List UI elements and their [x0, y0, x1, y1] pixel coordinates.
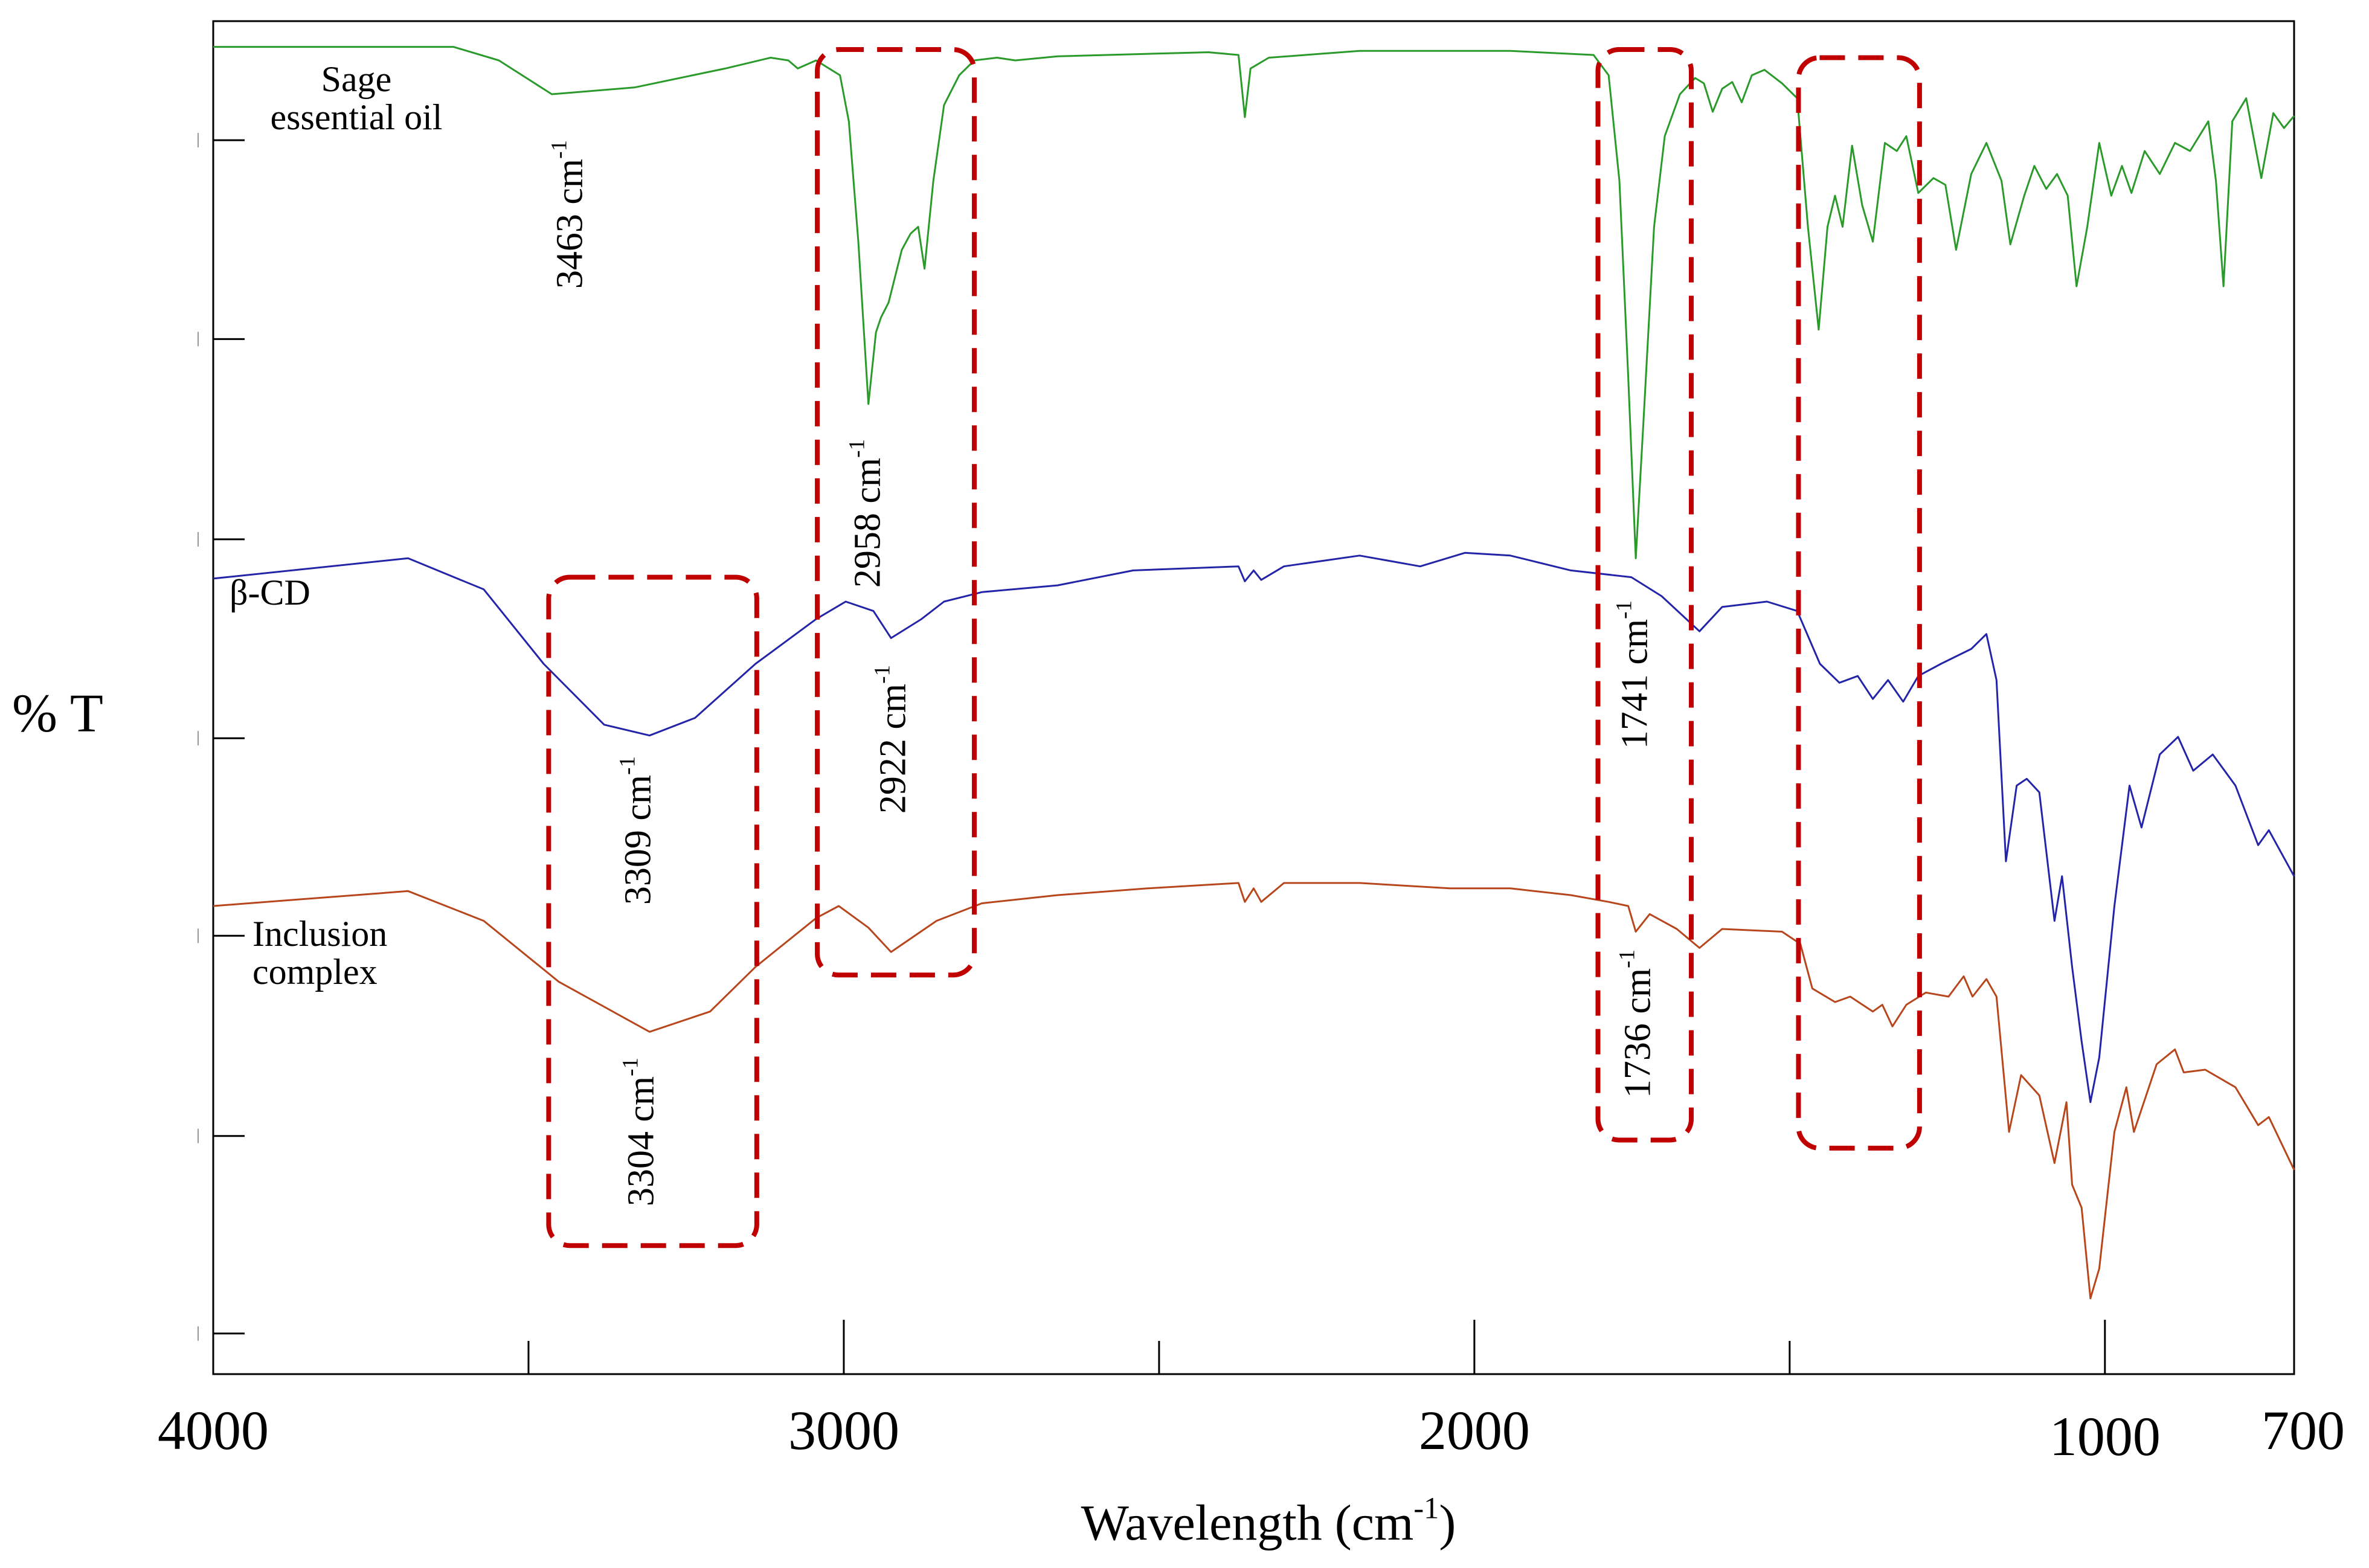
- peak-annotation-sup: -1: [615, 756, 640, 775]
- series-line-beta-cd: [213, 551, 2295, 1104]
- series-label-line: Inclusion: [252, 914, 388, 954]
- series-line-sage-essential-oil: [213, 46, 2295, 559]
- peak-annotation-text: 3463 cm: [549, 159, 591, 289]
- peak-annotation-text: 2958 cm: [847, 458, 889, 588]
- peak-annotation-text: 3309 cm: [617, 774, 659, 905]
- x-axis-label-sup: -1: [1413, 1491, 1439, 1525]
- plot-frame: [212, 20, 2295, 1375]
- series-line-inclusion-complex: [213, 882, 2295, 1300]
- x-tick-label: 1000: [2049, 1406, 2161, 1467]
- peak-annotation-text: 1741 cm: [1614, 619, 1656, 750]
- x-axis-label: Wavelength (cm-1): [1081, 1493, 1456, 1551]
- highlight-box: [815, 47, 977, 978]
- series-label-line: Sage: [321, 59, 392, 99]
- highlight-box: [1796, 55, 1922, 1151]
- peak-annotation-text: 1736 cm: [1617, 968, 1659, 1098]
- peak-annotation: 1736 cm-1: [1615, 949, 1659, 1098]
- x-tick-label: 4000: [158, 1399, 269, 1461]
- peak-annotation: 3309 cm-1: [615, 756, 659, 905]
- y-axis-label: % T: [12, 684, 103, 744]
- series-label-beta-cd: β-CD: [230, 574, 310, 612]
- peak-annotation-text: 3304 cm: [620, 1076, 662, 1207]
- x-axis-label-text: Wavelength (cm: [1081, 1495, 1414, 1551]
- peak-annotation: 3463 cm-1: [547, 140, 591, 289]
- x-tick-label: 700: [2261, 1399, 2345, 1461]
- peak-annotation-sup: -1: [1615, 949, 1640, 968]
- series-label-line: complex: [252, 952, 378, 992]
- peak-annotation-sup: -1: [1612, 600, 1637, 619]
- series-label-sage: Sage essential oil: [245, 60, 468, 137]
- peak-annotation-text: 2922 cm: [872, 684, 914, 814]
- x-axis-label-close: ): [1439, 1495, 1456, 1551]
- peak-annotation: 3304 cm-1: [618, 1058, 662, 1207]
- highlight-box: [546, 574, 759, 1248]
- peak-annotation-sup: -1: [547, 140, 572, 159]
- peak-annotation: 2958 cm-1: [844, 439, 889, 588]
- peak-annotation: 2922 cm-1: [870, 665, 914, 814]
- series-label-inclusion-complex: Inclusion complex: [252, 915, 387, 991]
- peak-annotation-sup: -1: [844, 439, 870, 458]
- x-tick-label: 2000: [1418, 1399, 1530, 1461]
- peak-annotation-sup: -1: [870, 665, 895, 684]
- peak-annotation-sup: -1: [618, 1057, 643, 1076]
- series-label-line: essential oil: [270, 97, 443, 137]
- series-label-line: β-CD: [230, 573, 310, 612]
- x-tick-label: 3000: [788, 1399, 899, 1461]
- peak-annotation: 1741 cm-1: [1612, 600, 1656, 750]
